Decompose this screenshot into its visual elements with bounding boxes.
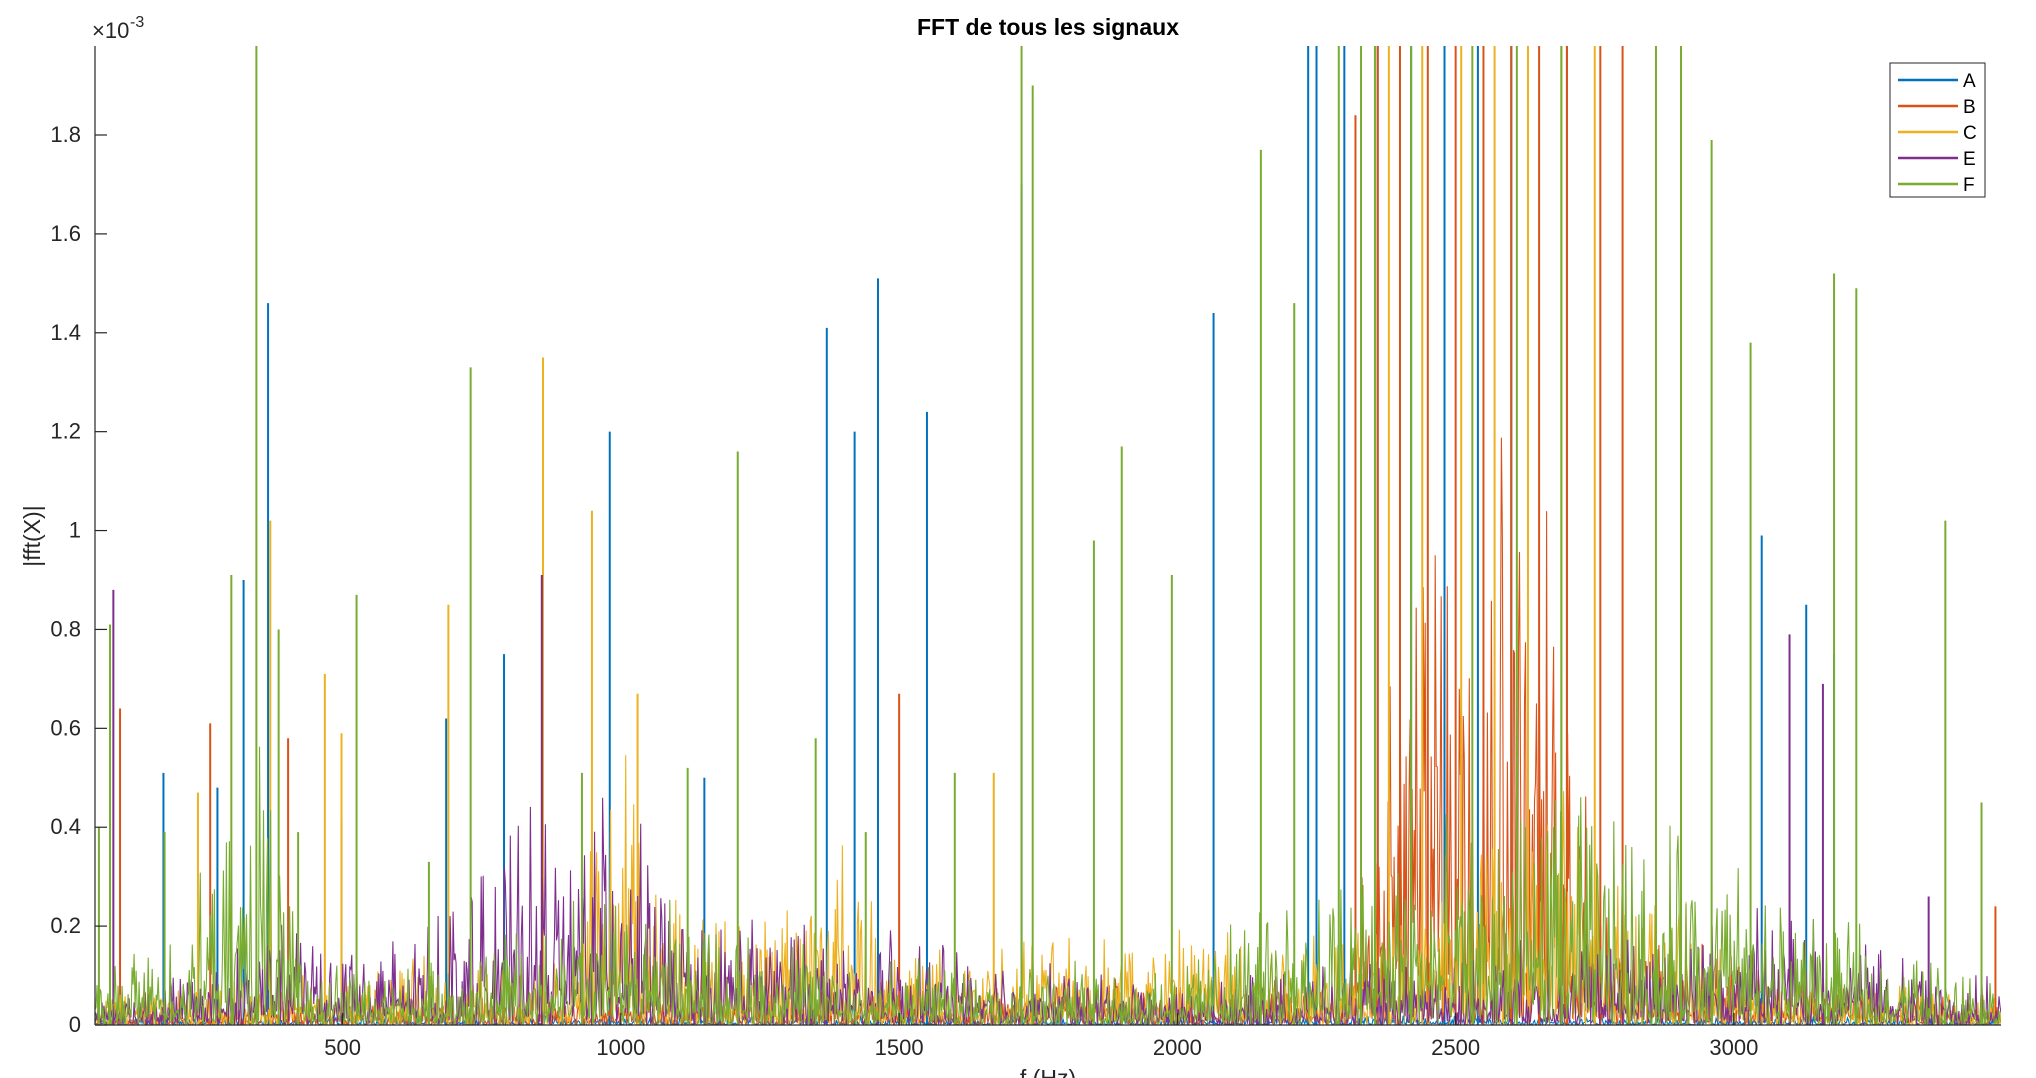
x-axis-title: f (Hz) [1020,1065,1076,1078]
x-tick-label: 2500 [1431,1035,1480,1060]
y-tick-label: 0.2 [50,913,81,938]
y-tick-label: 1.8 [50,122,81,147]
x-tick-label: 3000 [1709,1035,1758,1060]
y-axis-title: |fft(X)| [19,505,45,566]
y-tick-label: 1.2 [50,419,81,444]
legend-label-E: E [1963,149,1976,170]
y-tick-label: 0.6 [50,715,81,740]
y-exponent: ×10 -3 [92,14,144,43]
legend-label-F: F [1963,175,1975,196]
y-tick-label: 0.4 [50,814,81,839]
y-tick-label: 1 [69,518,81,543]
plot-area [95,46,2001,1025]
y-tick-label: 1.6 [50,221,81,246]
y-tick-label: 0.8 [50,616,81,641]
x-tick-label: 1500 [875,1035,924,1060]
tick-marks [95,134,1735,1026]
y-exponent-power: -3 [130,14,144,31]
series-line-B [95,437,2001,1025]
y-exponent-base: ×10 [92,18,129,43]
axes-frame [94,46,2001,1026]
x-tick-label: 1000 [596,1035,645,1060]
x-tick-label: 500 [324,1035,361,1060]
chart-title: FFT de tous les signaux [917,14,1179,40]
series-lines [95,46,2001,1025]
legend-label-A: A [1963,71,1976,92]
legend-label-C: C [1963,123,1977,144]
legend-box [1889,62,1986,198]
x-tick-label: 2000 [1153,1035,1202,1060]
y-tick-label: 1.4 [50,320,81,345]
series-line-F [95,746,2001,1025]
series-line-A [95,1013,2001,1025]
y-tick-label: 0 [69,1012,81,1037]
tick-labels: 500 1000 1500 2000 2500 3000 0 0.2 0.4 0.6 0.8 1 1.2… [50,122,1758,1060]
legend-label-B: B [1963,97,1976,118]
